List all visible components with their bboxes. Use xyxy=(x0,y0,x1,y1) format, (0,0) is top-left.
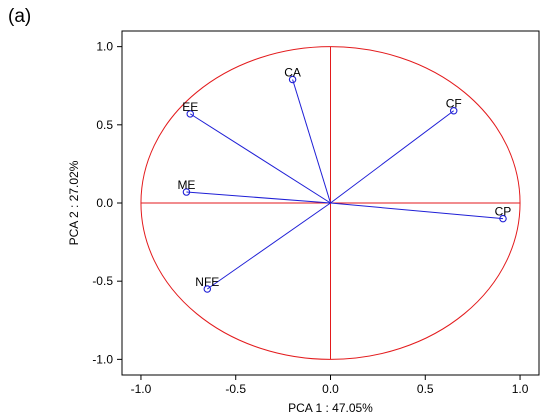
loading-vector-me xyxy=(186,191,331,204)
y-tick-label: 0.0 xyxy=(96,196,113,210)
panel-label: (a) xyxy=(8,6,32,27)
x-tick-label: 0.0 xyxy=(322,382,339,396)
x-tick-label: -1.0 xyxy=(131,382,152,396)
point-marker-me xyxy=(182,188,191,196)
x-tick-label: 0.5 xyxy=(417,382,434,396)
x-tick-label: 1.0 xyxy=(512,382,529,396)
point-label-cp: CP xyxy=(495,205,512,219)
point-marker-cp xyxy=(499,214,507,223)
loading-vector-cp xyxy=(330,202,504,220)
point-label-ee: EE xyxy=(182,100,198,114)
loading-vector-cf xyxy=(330,110,455,204)
point-marker-ee xyxy=(186,110,194,118)
point-label-me: ME xyxy=(177,178,195,192)
loading-vector-nfe xyxy=(207,202,331,290)
x-tick-label: -0.5 xyxy=(225,382,246,396)
y-tick-label: -0.5 xyxy=(92,274,113,288)
point-marker-ca xyxy=(288,75,297,84)
y-axis-title: PCA 2 : 27.02% xyxy=(67,160,81,245)
x-axis-title: PCA 1 : 47.05% xyxy=(288,401,373,415)
point-label-nfe: NFE xyxy=(195,275,219,289)
y-tick-label: -1.0 xyxy=(92,352,113,366)
loading-vector-ee xyxy=(189,113,331,204)
point-marker-cf xyxy=(449,106,458,115)
point-label-cf: CF xyxy=(446,97,462,111)
point-marker-nfe xyxy=(203,285,212,293)
point-label-ca: CA xyxy=(284,65,301,79)
loading-vectors: CA EE CF ME CP NFE xyxy=(177,65,512,293)
loading-vector-ca xyxy=(292,79,331,204)
axis-ticks: -1.0 -0.5 0.0 0.5 1.0 -1.0 -0.5 0.0 0.5 1.0 xyxy=(92,40,528,396)
y-tick-label: 0.5 xyxy=(96,118,113,132)
y-tick-label: 1.0 xyxy=(96,40,113,54)
